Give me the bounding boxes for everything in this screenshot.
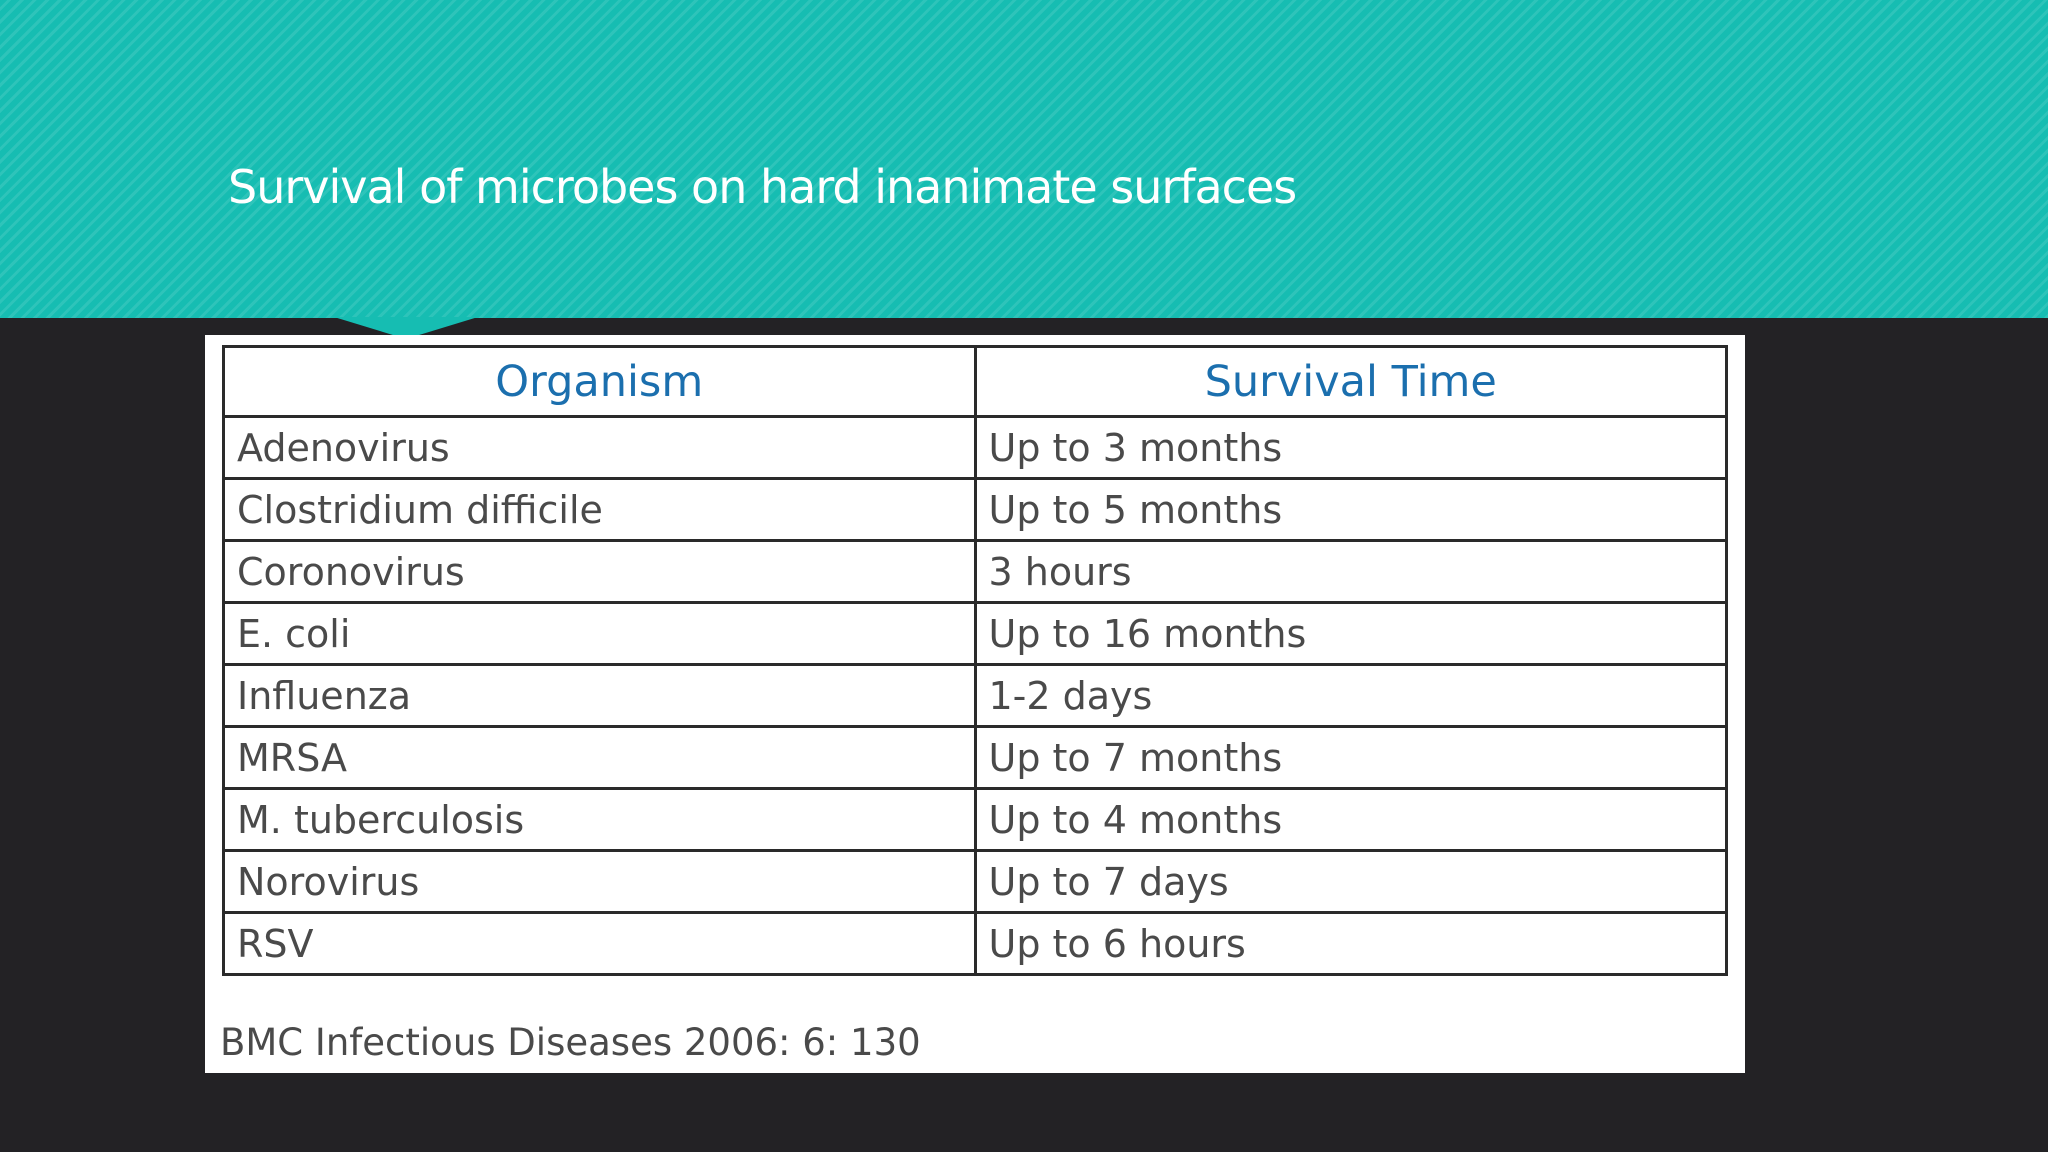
table-row: Norovirus Up to 7 days xyxy=(222,849,1728,914)
table-header-row: Organism Survival Time xyxy=(222,345,1728,418)
header-survival-time: Survival Time xyxy=(973,345,1728,418)
organism-cell: Norovirus xyxy=(222,849,977,914)
table-row: E. coli Up to 16 months xyxy=(222,601,1728,666)
citation: BMC Infectious Diseases 2006: 6: 130 xyxy=(220,1021,921,1064)
survival-time-cell: 3 hours xyxy=(973,539,1728,604)
survival-time-cell: Up to 3 months xyxy=(973,415,1728,480)
table-row: MRSA Up to 7 months xyxy=(222,725,1728,790)
organism-cell: M. tuberculosis xyxy=(222,787,977,852)
header-organism: Organism xyxy=(222,345,977,418)
survival-time-cell: 1-2 days xyxy=(973,663,1728,728)
survival-time-cell: Up to 5 months xyxy=(973,477,1728,542)
organism-cell: Influenza xyxy=(222,663,977,728)
table-figure: Organism Survival Time Adenovirus Up to … xyxy=(205,335,1745,1073)
survival-time-cell: Up to 7 months xyxy=(973,725,1728,790)
table-row: Clostridium difficile Up to 5 months xyxy=(222,477,1728,542)
survival-time-cell: Up to 4 months xyxy=(973,787,1728,852)
table-row: RSV Up to 6 hours xyxy=(222,911,1728,976)
organism-cell: MRSA xyxy=(222,725,977,790)
table-row: Adenovirus Up to 3 months xyxy=(222,415,1728,480)
organism-cell: RSV xyxy=(222,911,977,976)
table-row: Coronovirus 3 hours xyxy=(222,539,1728,604)
survival-table: Organism Survival Time Adenovirus Up to … xyxy=(222,345,1728,976)
slide-title: Survival of microbes on hard inanimate s… xyxy=(228,160,1297,214)
header-band xyxy=(0,0,2048,318)
survival-time-cell: Up to 16 months xyxy=(973,601,1728,666)
organism-cell: E. coli xyxy=(222,601,977,666)
survival-time-cell: Up to 6 hours xyxy=(973,911,1728,976)
organism-cell: Coronovirus xyxy=(222,539,977,604)
header-notch xyxy=(334,317,478,339)
organism-cell: Adenovirus xyxy=(222,415,977,480)
table-row: M. tuberculosis Up to 4 months xyxy=(222,787,1728,852)
organism-cell: Clostridium difficile xyxy=(222,477,977,542)
survival-time-cell: Up to 7 days xyxy=(973,849,1728,914)
table-row: Influenza 1-2 days xyxy=(222,663,1728,728)
